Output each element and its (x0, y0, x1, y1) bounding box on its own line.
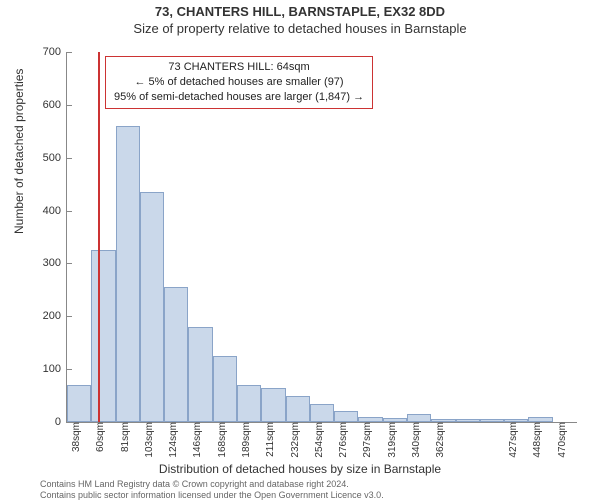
histogram-bar (188, 327, 212, 422)
y-tick-label: 200 (43, 310, 67, 322)
y-tick-label: 300 (43, 257, 67, 269)
x-tick-label: 340sqm (407, 422, 422, 458)
property-size-marker-line (98, 52, 100, 422)
chart-title-address: 73, CHANTERS HILL, BARNSTAPLE, EX32 8DD (0, 4, 600, 19)
histogram-bar (91, 250, 115, 422)
histogram-bar (261, 388, 285, 422)
footer-line1: Contains HM Land Registry data © Crown c… (40, 479, 384, 490)
histogram-bar (237, 385, 261, 422)
x-tick-label: 38sqm (67, 422, 82, 452)
x-tick-label: 232sqm (286, 422, 301, 458)
histogram-plot-area: 73 CHANTERS HILL: 64sqm ← 5% of detached… (66, 52, 577, 423)
x-tick-label: 60sqm (91, 422, 106, 452)
property-annotation-box: 73 CHANTERS HILL: 64sqm ← 5% of detached… (105, 56, 373, 109)
histogram-bar (286, 396, 310, 422)
x-tick-label: 276sqm (334, 422, 349, 458)
annotation-line3: 95% of semi-detached houses are larger (… (114, 90, 364, 105)
x-tick-label: 189sqm (237, 422, 252, 458)
annotation-line1: 73 CHANTERS HILL: 64sqm (114, 60, 364, 75)
y-tick-label: 600 (43, 99, 67, 111)
annotation-line2: ← 5% of detached houses are smaller (97) (114, 75, 364, 90)
histogram-bar (480, 419, 504, 422)
histogram-bar (407, 414, 431, 422)
y-axis-label: Number of detached properties (12, 69, 26, 234)
x-tick-label: 297sqm (358, 422, 373, 458)
histogram-bar (140, 192, 164, 422)
histogram-bar (164, 287, 188, 422)
x-tick-label: 211sqm (261, 422, 276, 457)
x-tick-label: 124sqm (164, 422, 179, 458)
x-axis-label: Distribution of detached houses by size … (0, 462, 600, 476)
y-tick-label: 400 (43, 205, 67, 217)
histogram-bar (334, 411, 358, 422)
histogram-bar (310, 404, 334, 423)
x-tick-label: 103sqm (140, 422, 155, 458)
x-tick-label: 81sqm (116, 422, 131, 452)
x-tick-label: 448sqm (528, 422, 543, 458)
y-tick-label: 100 (43, 363, 67, 375)
histogram-bar (67, 385, 91, 422)
chart-title-subtitle: Size of property relative to detached ho… (0, 21, 600, 36)
x-tick-label: 168sqm (213, 422, 228, 458)
y-tick-label: 0 (55, 416, 67, 428)
x-tick-label: 362sqm (431, 422, 446, 458)
x-tick-label: 470sqm (553, 422, 568, 458)
x-tick-label: 254sqm (310, 422, 325, 458)
y-tick-label: 500 (43, 152, 67, 164)
histogram-bar (213, 356, 237, 422)
y-tick-label: 700 (43, 46, 67, 58)
attribution-footer: Contains HM Land Registry data © Crown c… (40, 479, 384, 502)
x-tick-label: 427sqm (504, 422, 519, 458)
x-tick-label: 319sqm (383, 422, 398, 458)
histogram-bar (116, 126, 140, 422)
footer-line2: Contains public sector information licen… (40, 490, 384, 501)
histogram-bar (456, 419, 480, 422)
x-tick-label: 146sqm (188, 422, 203, 458)
